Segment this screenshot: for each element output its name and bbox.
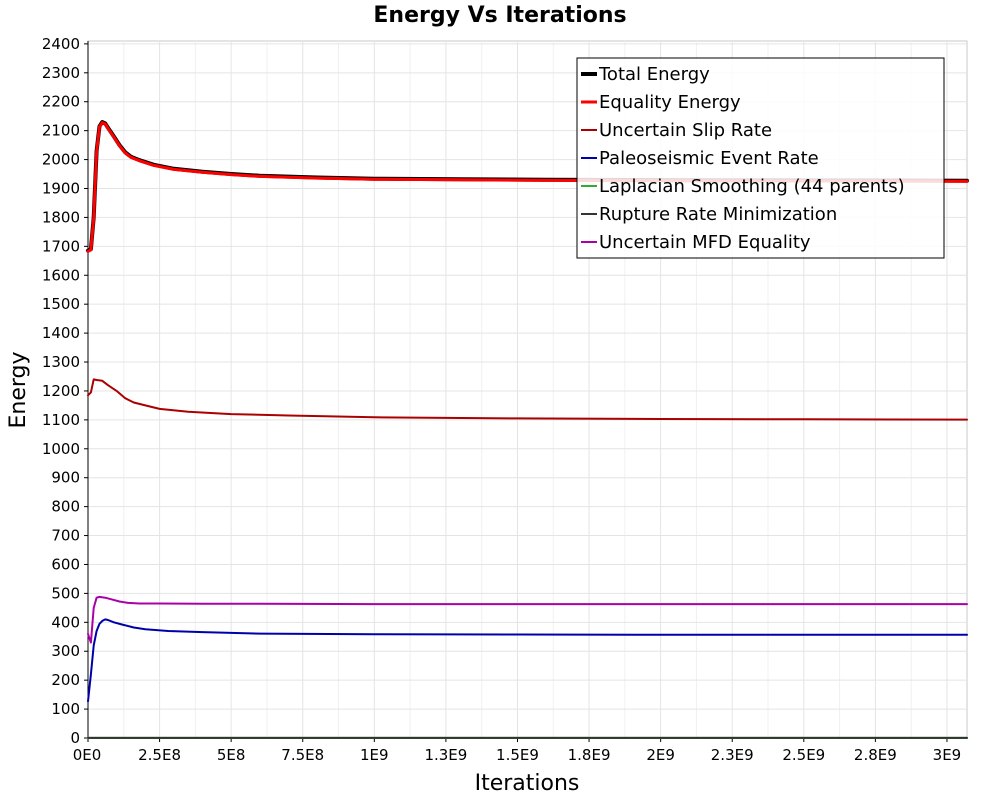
x-tick-label: 7.5E8 <box>281 746 324 764</box>
series-line-2 <box>87 378 968 421</box>
y-tick-label: 1700 <box>42 237 80 255</box>
y-tick-label: 100 <box>51 700 80 718</box>
y-tick-label: 800 <box>51 498 80 516</box>
y-tick-label: 1600 <box>42 266 80 284</box>
y-tick-label: 1800 <box>42 208 80 226</box>
y-tick-label: 1100 <box>42 411 80 429</box>
x-tick-label: 0E0 <box>73 746 102 764</box>
y-tick-label: 1900 <box>42 179 80 197</box>
x-tick-label: 1.3E9 <box>424 746 467 764</box>
x-axis-ticks: 0E0 2.5E8 5E8 7.5E8 1E9 1.3E9 1.5E9 1.8E9 2E9 2.3… <box>73 738 962 764</box>
chart-title: Energy Vs Iterations <box>373 3 626 28</box>
x-tick-label: 1E9 <box>360 746 389 764</box>
legend-label: Rupture Rate Minimization <box>599 204 837 225</box>
x-tick-label: 2.5E9 <box>782 746 825 764</box>
x-tick-label: 5E8 <box>217 746 246 764</box>
y-tick-label: 2300 <box>42 64 80 82</box>
legend-label: Laplacian Smoothing (44 parents) <box>599 176 905 197</box>
x-axis-title: Iterations <box>475 771 580 796</box>
y-tick-label: 2400 <box>42 35 80 53</box>
y-axis-title: Energy <box>6 351 31 428</box>
y-tick-label: 0 <box>70 729 80 747</box>
series-line-1 <box>86 121 969 253</box>
legend-label: Total Energy <box>598 64 710 85</box>
y-tick-label: 1500 <box>42 295 80 313</box>
y-tick-label: 2200 <box>42 93 80 111</box>
series-lines <box>86 120 969 739</box>
x-tick-label: 2.8E9 <box>854 746 897 764</box>
series-line-6 <box>87 595 968 644</box>
y-tick-label: 400 <box>51 613 80 631</box>
x-tick-label: 2.5E8 <box>138 746 181 764</box>
y-tick-label: 1000 <box>42 440 80 458</box>
series-line-3 <box>87 618 968 703</box>
y-axis-ticks: 0 100 200 300 400 500 600 700 800 900 1000 1100 1200… <box>42 35 88 747</box>
legend-label: Paleoseismic Event Rate <box>599 148 819 169</box>
legend-label: Uncertain MFD Equality <box>599 232 811 253</box>
legend-label: Equality Energy <box>599 92 741 113</box>
x-tick-label: 1.5E9 <box>496 746 539 764</box>
y-tick-label: 2000 <box>42 151 80 169</box>
y-tick-label: 1300 <box>42 353 80 371</box>
y-tick-label: 700 <box>51 527 80 545</box>
y-tick-label: 900 <box>51 469 80 487</box>
y-tick-label: 200 <box>51 671 80 689</box>
x-tick-label: 2E9 <box>646 746 675 764</box>
x-tick-label: 2.3E9 <box>711 746 754 764</box>
y-tick-label: 600 <box>51 555 80 573</box>
y-tick-label: 300 <box>51 642 80 660</box>
x-tick-label: 1.8E9 <box>568 746 611 764</box>
legend-box <box>576 57 945 259</box>
y-tick-label: 2100 <box>42 122 80 140</box>
y-tick-label: 500 <box>51 584 80 602</box>
y-tick-label: 1400 <box>42 324 80 342</box>
x-tick-label: 3E9 <box>933 746 962 764</box>
legend-label: Uncertain Slip Rate <box>599 120 772 141</box>
legend: Total Energy Equality Energy Uncertain Sli… <box>576 57 945 259</box>
y-tick-label: 1200 <box>42 382 80 400</box>
